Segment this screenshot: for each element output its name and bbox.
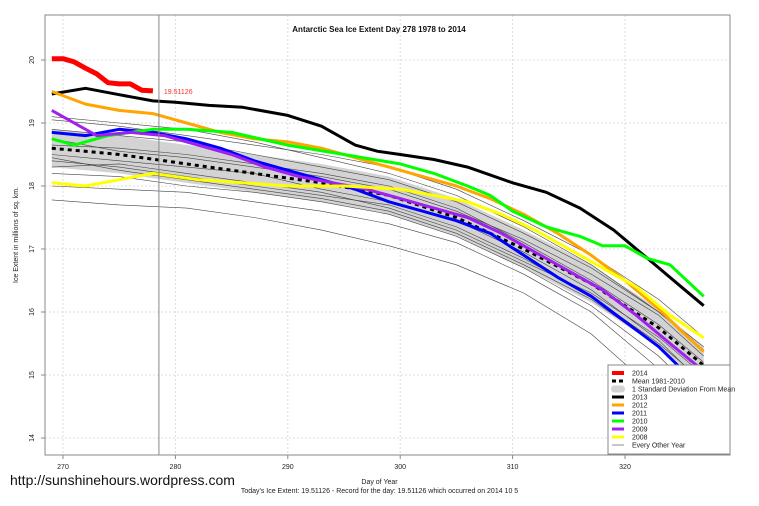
x-tick-label: 310	[507, 464, 519, 471]
series-line-2014	[51, 56, 154, 94]
legend-item-label: 2009	[632, 427, 648, 434]
current-value-label: 19.51126	[164, 89, 193, 96]
y-tick-label: 17	[29, 245, 36, 253]
other-year-line	[51, 163, 704, 376]
other-year-line	[51, 173, 704, 401]
mean-line	[51, 146, 705, 367]
legend-item-label: Every Other Year	[632, 443, 686, 450]
other-year-line	[51, 129, 704, 351]
legend-item-label: 2008	[632, 435, 648, 442]
y-tick-label: 14	[29, 434, 36, 442]
other-year-line	[51, 144, 704, 363]
legend-item-label: 2013	[632, 395, 648, 402]
x-axis-label: Day of Year	[361, 479, 398, 486]
legend-item-label: 2010	[632, 419, 648, 426]
legend-item-label: 1 Standard Deviation From Mean	[632, 387, 735, 394]
legend-swatch	[611, 385, 625, 393]
std-deviation-band	[51, 129, 704, 385]
other-year-line	[51, 185, 704, 420]
x-tick-label: 270	[57, 464, 69, 471]
plot-frame	[44, 14, 731, 456]
series-line-2009	[51, 109, 705, 373]
y-tick-label: 15	[29, 371, 36, 379]
other-year-line	[51, 116, 704, 347]
footer-text: Today's Ice Extent: 19.51126 - Record fo…	[240, 488, 519, 495]
series-line-2008	[51, 171, 705, 340]
series-line-2012	[51, 90, 705, 353]
legend-item-label: 2012	[632, 403, 648, 410]
y-tick-label: 19	[29, 119, 36, 127]
x-tick-label: 300	[394, 464, 406, 471]
x-tick-label: 290	[282, 464, 294, 471]
y-tick-label: 20	[29, 56, 36, 64]
legend-box	[607, 364, 731, 455]
legend-item-label: 2011	[632, 411, 647, 418]
y-tick-label: 18	[29, 182, 36, 190]
x-tick-label: 280	[170, 464, 182, 471]
other-year-line	[51, 199, 704, 442]
y-tick-label: 16	[29, 308, 36, 316]
other-year-line	[51, 157, 704, 392]
chart-title: Antarctic Sea Ice Extent Day 278 1978 to…	[292, 25, 466, 34]
legend-item-label: Mean 1981-2010	[632, 379, 685, 386]
watermark: http://sunshinehours.wordpress.com	[10, 472, 235, 488]
y-axis-label: Ice Extent in millions of sq. km.	[13, 187, 20, 283]
legend-item-label: 2014	[632, 371, 648, 378]
x-tick-label: 320	[619, 464, 631, 471]
series-line-2013	[51, 86, 705, 307]
